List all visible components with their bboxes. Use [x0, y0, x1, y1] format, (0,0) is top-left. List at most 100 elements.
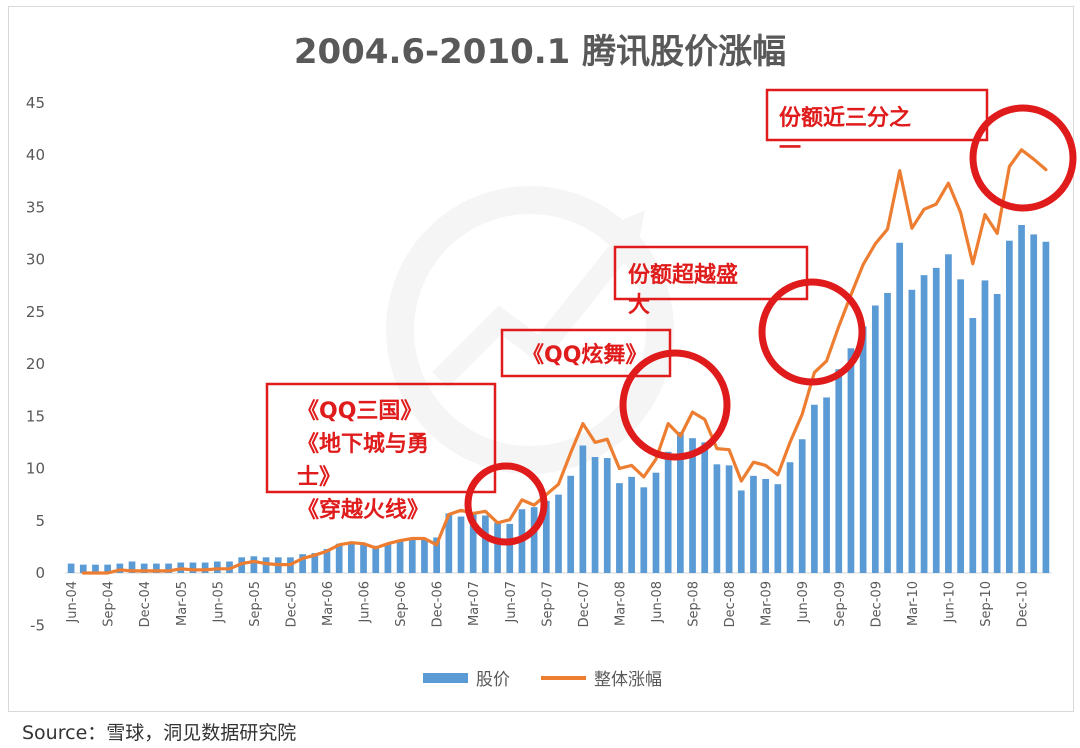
- bar: [1030, 234, 1038, 574]
- y-tick-label: 10: [26, 460, 45, 478]
- annotation-text: 《穿越火线》: [297, 497, 429, 523]
- bar: [701, 442, 709, 573]
- x-tick-label: Jun-08: [650, 581, 665, 624]
- y-tick-label: 15: [26, 407, 45, 425]
- bar: [542, 500, 550, 573]
- x-tick-label: Sep-04: [102, 581, 117, 627]
- bar: [140, 563, 148, 573]
- x-tick-label: Mar-10: [906, 581, 921, 626]
- bar: [616, 483, 623, 573]
- bar: [896, 242, 904, 573]
- bar: [250, 556, 258, 573]
- x-tick-label: Dec-08: [723, 581, 738, 627]
- bar: [737, 490, 745, 573]
- x-tick-label: Dec-04: [138, 581, 153, 627]
- bar: [469, 512, 477, 573]
- x-tick-label: Sep-08: [687, 581, 702, 627]
- bar: [1018, 225, 1025, 573]
- annotation-text: 份额近三分之: [779, 105, 911, 131]
- x-tick-label: Sep-07: [540, 581, 555, 627]
- y-axis: -5 0 5 10 15 20 25 30 35 40 45: [26, 94, 45, 635]
- bar: [506, 523, 514, 573]
- annotation-text: 《地下城与勇: [297, 431, 429, 457]
- annotation-text: 士》: [297, 465, 341, 490]
- annotation-text: 份额超越盛: [628, 262, 738, 288]
- legend: 股价 整体涨幅: [423, 670, 662, 690]
- bar: [396, 540, 404, 573]
- bar: [603, 458, 611, 573]
- bar: [640, 487, 648, 573]
- highlight-circle: [758, 278, 866, 386]
- bar: [859, 326, 867, 573]
- bar: [360, 543, 367, 573]
- bar: [993, 293, 1001, 573]
- y-tick-label: 35: [26, 198, 45, 216]
- bar: [372, 545, 380, 573]
- bar: [433, 537, 440, 573]
- bar: [299, 554, 306, 573]
- annotation-text: 《QQ炫舞》: [522, 342, 647, 368]
- x-tick-label: Jun-09: [796, 581, 811, 624]
- bar: [713, 464, 721, 573]
- bar: [1042, 241, 1050, 574]
- y-tick-label: 25: [26, 303, 45, 321]
- annotation-box: [265, 382, 497, 494]
- x-tick-label: Jun-10: [942, 581, 957, 624]
- x-tick-label: Sep-06: [394, 581, 409, 627]
- x-tick-label: Mar-09: [760, 581, 775, 626]
- x-tick-label: Dec-05: [284, 581, 299, 627]
- y-tick-label: 5: [35, 512, 45, 530]
- legend-label: 股价: [476, 670, 510, 690]
- bar: [957, 279, 964, 573]
- x-tick-label: Mar-07: [467, 581, 482, 626]
- bar: [311, 553, 319, 573]
- x-tick-label: Sep-09: [833, 581, 848, 627]
- highlight-circle: [619, 349, 731, 461]
- x-tick-label: Sep-05: [248, 581, 263, 627]
- y-tick-label: 0: [35, 564, 45, 582]
- bar: [750, 475, 757, 573]
- line-series: [81, 148, 1048, 575]
- bar: [1006, 240, 1013, 573]
- bar: [445, 513, 453, 573]
- annotation-text: 一: [779, 136, 801, 161]
- annotation-box: [765, 88, 989, 142]
- annotation-box: [613, 245, 809, 301]
- chart-frame: [8, 6, 1074, 712]
- bar: [591, 457, 599, 573]
- bar: [628, 476, 635, 573]
- x-tick-label: Mar-08: [613, 581, 628, 626]
- bar: [335, 543, 343, 573]
- bar: [128, 561, 136, 573]
- bar: [677, 431, 684, 573]
- x-tick-label: Jun-07: [504, 581, 519, 624]
- bar: [482, 515, 489, 573]
- y-tick-label: 30: [26, 251, 45, 269]
- bar: [932, 267, 940, 573]
- bar: [189, 562, 197, 573]
- x-tick-label: Mar-06: [321, 581, 336, 626]
- bar: [811, 404, 818, 573]
- bar-series: [67, 225, 1050, 574]
- bar: [323, 548, 331, 573]
- bar: [348, 542, 355, 573]
- bar: [664, 451, 672, 573]
- bar: [945, 254, 952, 573]
- bar: [884, 292, 891, 573]
- bar: [908, 289, 916, 573]
- bar: [457, 516, 465, 573]
- bar: [384, 543, 392, 573]
- bar: [823, 397, 830, 573]
- x-tick-label: Dec-09: [869, 581, 884, 627]
- y-tick-label: 45: [26, 94, 45, 112]
- x-tick-label: Dec-06: [431, 581, 446, 627]
- bar: [153, 563, 160, 573]
- x-tick-label: Dec-10: [1016, 581, 1031, 627]
- bar: [494, 522, 501, 573]
- bar: [969, 318, 977, 573]
- bar: [762, 478, 769, 573]
- bar: [774, 484, 782, 573]
- bar: [835, 369, 843, 573]
